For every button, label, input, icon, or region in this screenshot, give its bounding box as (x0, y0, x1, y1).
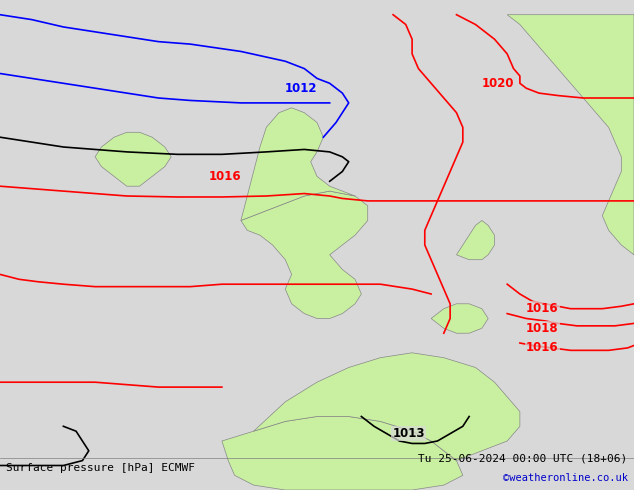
Text: 1020: 1020 (481, 77, 514, 90)
Text: ©weatheronline.co.uk: ©weatheronline.co.uk (503, 473, 628, 483)
Text: 1012: 1012 (285, 82, 318, 95)
Polygon shape (241, 108, 355, 220)
Text: 1016: 1016 (526, 302, 559, 315)
Polygon shape (254, 353, 520, 461)
Polygon shape (222, 416, 463, 490)
Polygon shape (241, 191, 368, 318)
Text: 1016: 1016 (526, 342, 559, 354)
Polygon shape (456, 220, 495, 260)
Text: 1016: 1016 (209, 170, 242, 183)
Text: Tu 25-06-2024 00:00 UTC (18+06): Tu 25-06-2024 00:00 UTC (18+06) (418, 453, 628, 463)
Text: 1013: 1013 (392, 427, 425, 440)
Text: Surface pressure [hPa] ECMWF: Surface pressure [hPa] ECMWF (6, 463, 195, 473)
Polygon shape (95, 132, 171, 186)
Polygon shape (507, 15, 634, 255)
Polygon shape (431, 304, 488, 333)
Text: 1018: 1018 (526, 322, 559, 335)
